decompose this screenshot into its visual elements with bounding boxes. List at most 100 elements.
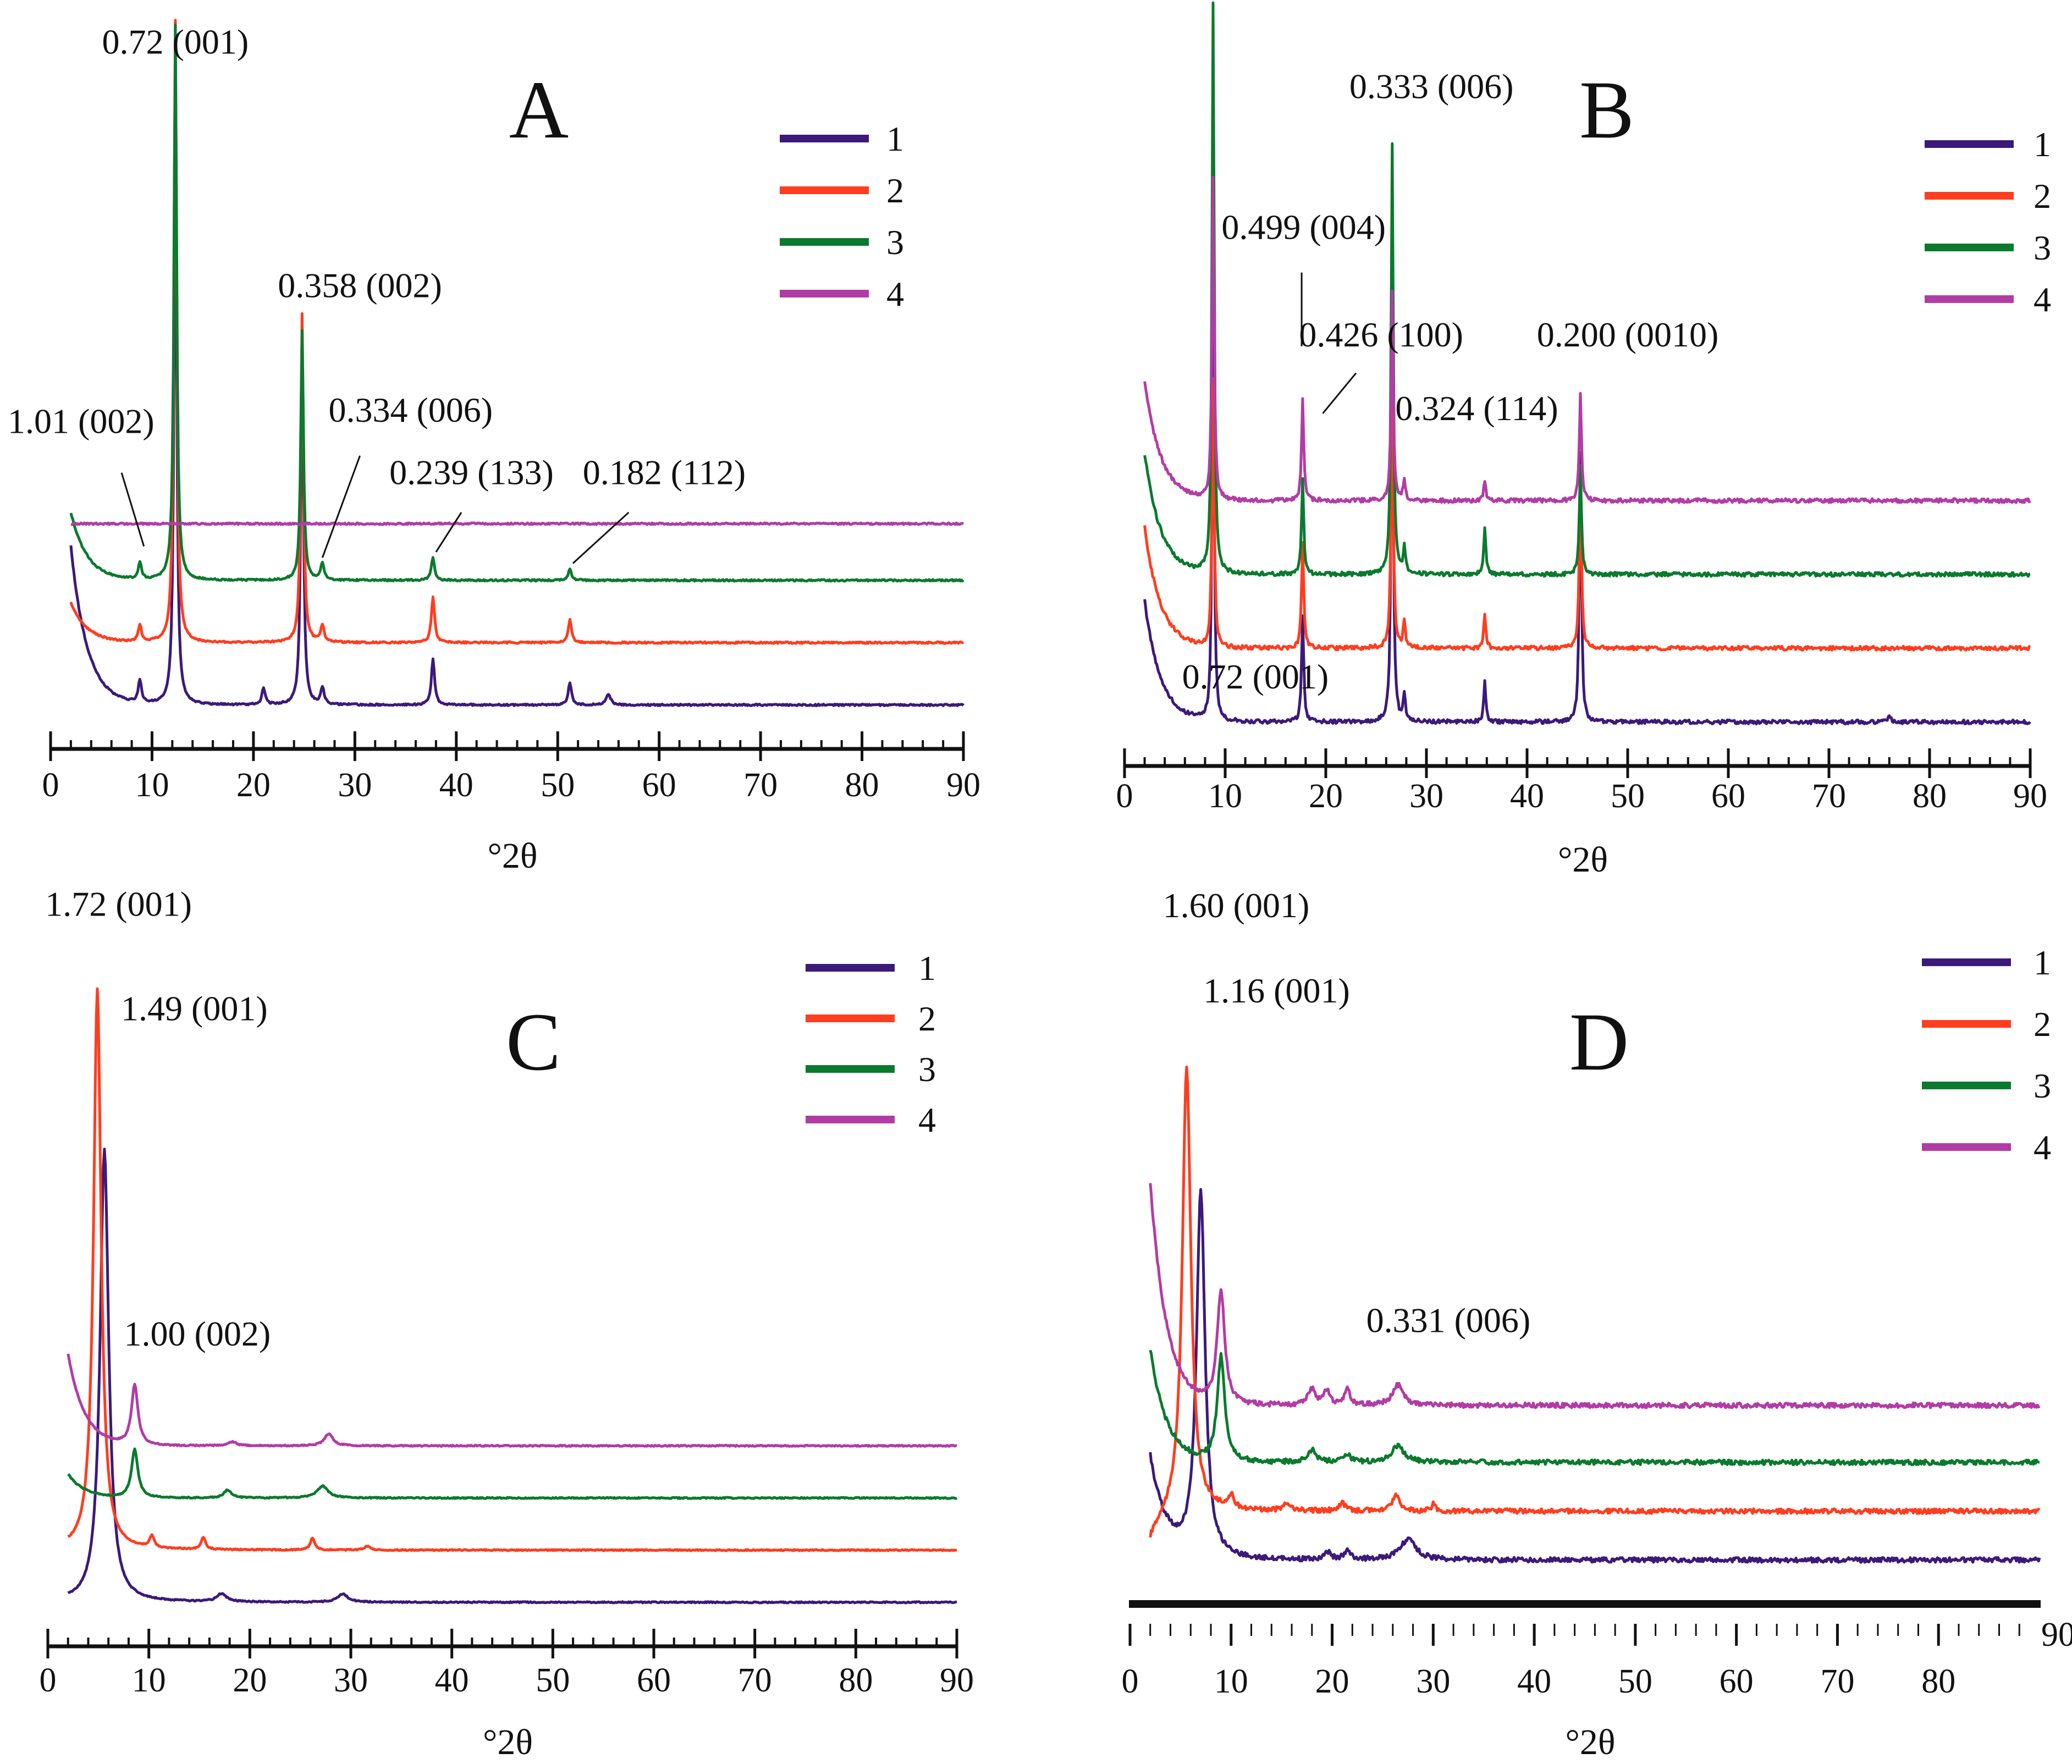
annotation-leader bbox=[120, 472, 145, 547]
x-tick-label: 90 bbox=[940, 1662, 974, 1699]
x-tick-label: 80 bbox=[845, 767, 879, 804]
legend-label-1: 1 bbox=[2034, 943, 2051, 982]
x-axis-title: °2θ bbox=[483, 1722, 533, 1762]
x-axis-title: °2θ bbox=[1558, 840, 1608, 880]
panel-label: A bbox=[509, 64, 569, 156]
x-tick-label: 40 bbox=[1510, 778, 1544, 815]
series-4-line bbox=[70, 521, 965, 526]
peak-annotation: 1.49 (001) bbox=[121, 989, 268, 1028]
x-tick-label: 10 bbox=[135, 767, 169, 804]
legend-label-1: 1 bbox=[886, 119, 904, 158]
peak-annotation: 1.16 (001) bbox=[1203, 971, 1350, 1010]
peak-annotation: 0.333 (006) bbox=[1349, 67, 1514, 106]
x-tick-label: 90 bbox=[2013, 778, 2047, 815]
legend-label-3: 3 bbox=[886, 223, 904, 262]
x-tick-label: 0 bbox=[42, 767, 59, 804]
x-tick-label: 80 bbox=[1913, 778, 1947, 815]
x-tick-label: 10 bbox=[1214, 1663, 1248, 1700]
series-1-line bbox=[67, 1148, 957, 1605]
x-tick-label: 60 bbox=[637, 1662, 671, 1699]
series-3-line bbox=[67, 1447, 958, 1500]
x-tick-label: 30 bbox=[1409, 778, 1443, 815]
peak-annotation: 1.72 (001) bbox=[45, 885, 192, 924]
annotation-leader bbox=[572, 511, 630, 564]
series-4-line bbox=[1149, 1183, 2041, 1409]
series-1-line bbox=[1149, 1188, 2041, 1564]
annotation-leader bbox=[1322, 372, 1357, 414]
legend-label-2: 2 bbox=[2034, 177, 2051, 216]
legend-label-4: 4 bbox=[2034, 280, 2051, 319]
peak-annotation: 0.334 (006) bbox=[328, 390, 493, 429]
peak-annotation: 0.426 (100) bbox=[1299, 315, 1463, 354]
x-axis-title: °2θ bbox=[1565, 1722, 1615, 1762]
x-tick-label: 10 bbox=[1208, 778, 1242, 815]
x-tick-label: 70 bbox=[1812, 778, 1846, 815]
panel-label: C bbox=[506, 996, 561, 1088]
series-3-line bbox=[69, 23, 965, 583]
x-tick-label: 60 bbox=[642, 767, 676, 804]
x-tick-label: 40 bbox=[1517, 1663, 1551, 1700]
series-3-line bbox=[1143, 1, 2031, 578]
panel-c: C 0 10 20 30 40 50 60 70 80 90 °2θ 1 2 3 4 1.72 (001) 1.4… bbox=[40, 885, 974, 1762]
legend-label-4: 4 bbox=[2034, 1128, 2051, 1167]
legend-label-2: 2 bbox=[918, 999, 936, 1038]
series-2-line bbox=[69, 19, 965, 645]
panel-label: D bbox=[1569, 996, 1629, 1088]
peak-annotation: 0.358 (002) bbox=[278, 266, 442, 305]
legend-label-4: 4 bbox=[886, 274, 904, 313]
annotation-leader bbox=[321, 455, 361, 558]
peak-annotation: 0.324 (114) bbox=[1395, 389, 1558, 428]
series-2-line bbox=[67, 987, 957, 1552]
series-2-line bbox=[1143, 377, 2031, 652]
series-1-line bbox=[69, 137, 965, 707]
legend-label-3: 3 bbox=[2034, 228, 2051, 267]
x-tick-label: 40 bbox=[439, 767, 473, 804]
peak-annotation: 1.00 (002) bbox=[124, 1314, 271, 1353]
panel-d: D 0 10 20 30 40 50 60 70 80 90 °2θ 1 2 3 4 1.60 (001) 1.1… bbox=[1122, 886, 2072, 1762]
panel-label: B bbox=[1579, 64, 1634, 156]
peak-annotation: 1.60 (001) bbox=[1163, 886, 1310, 925]
x-tick-label: 0 bbox=[1122, 1663, 1139, 1700]
x-tick-label: 0 bbox=[40, 1662, 57, 1699]
legend-label-3: 3 bbox=[2034, 1066, 2051, 1105]
peak-annotation: 0.331 (006) bbox=[1366, 1301, 1531, 1340]
x-tick-label: 10 bbox=[132, 1662, 166, 1699]
peak-annotation: 0.72 (001) bbox=[1182, 657, 1329, 696]
x-tick-label: 50 bbox=[1611, 778, 1645, 815]
legend-label-2: 2 bbox=[2034, 1005, 2051, 1044]
x-tick-label: 20 bbox=[1309, 778, 1343, 815]
panel-a: A 0 10 20 30 40 50 60 70 80 90 °2θ 1 2 3 4 0.72 (001) 1.0… bbox=[8, 19, 980, 876]
series-3-line bbox=[1149, 1349, 2040, 1467]
x-tick-label: 0 bbox=[1116, 778, 1133, 815]
x-tick-label: 70 bbox=[738, 1662, 772, 1699]
x-tick-label: 20 bbox=[233, 1662, 267, 1699]
series-2-line bbox=[1149, 1065, 2041, 1538]
x-tick-label: 30 bbox=[1416, 1663, 1450, 1700]
x-tick-label: 20 bbox=[1315, 1663, 1349, 1700]
x-tick-label: 80 bbox=[1921, 1663, 1955, 1700]
legend-label-3: 3 bbox=[918, 1050, 936, 1089]
series-4-line bbox=[1143, 175, 2031, 504]
x-axis-title: °2θ bbox=[487, 836, 537, 876]
peak-annotation: 0.499 (004) bbox=[1221, 208, 1386, 247]
x-tick-label: 90 bbox=[946, 767, 980, 804]
x-tick-label: 60 bbox=[1711, 778, 1745, 815]
series-4-line bbox=[67, 1353, 957, 1448]
x-tick-label: 80 bbox=[839, 1662, 873, 1699]
legend-label-4: 4 bbox=[918, 1100, 936, 1139]
peak-annotation: 0.200 (0010) bbox=[1537, 315, 1719, 354]
x-tick-label: 20 bbox=[236, 767, 271, 804]
x-tick-label: 30 bbox=[338, 767, 372, 804]
peak-annotation: 0.72 (001) bbox=[102, 23, 249, 62]
x-tick-label: 50 bbox=[536, 1662, 570, 1699]
peak-annotation: 0.239 (133) bbox=[389, 453, 554, 492]
x-tick-label: 50 bbox=[541, 767, 575, 804]
x-tick-label: 70 bbox=[743, 767, 778, 804]
legend-label-1: 1 bbox=[2034, 125, 2051, 164]
peak-annotation: 1.01 (002) bbox=[8, 402, 155, 441]
x-tick-label: 70 bbox=[1820, 1663, 1854, 1700]
x-tick-label: 90 bbox=[2041, 1616, 2072, 1653]
x-tick-label: 50 bbox=[1618, 1663, 1652, 1700]
